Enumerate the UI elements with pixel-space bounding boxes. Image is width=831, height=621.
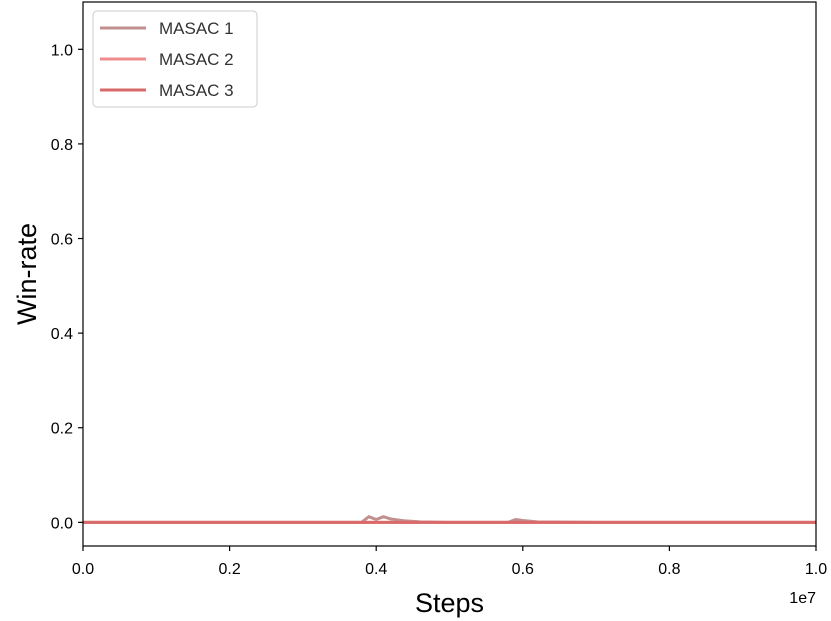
series-layer [83,515,816,524]
x-tick-label: 0.6 [512,561,534,578]
legend-box [92,10,258,108]
x-tick-label: 0.4 [365,561,387,578]
y-axis-ticks: 0.0 0.2 0.4 0.6 0.8 1.0 [51,42,83,532]
y-tick-label: 0.6 [51,232,73,249]
y-tick-label: 0.0 [51,515,73,532]
x-tick-label: 0.2 [218,561,240,578]
y-axis-label: Win-rate [12,223,42,325]
x-axis-offset-label: 1e7 [789,590,816,607]
x-tick-label: 0.8 [658,561,680,578]
legend-entry: MASAC 3 [159,81,234,100]
y-tick-label: 0.2 [51,421,73,438]
y-tick-label: 0.4 [51,326,73,343]
y-tick-label: 1.0 [51,42,73,59]
x-tick-label: 0.0 [72,561,94,578]
y-tick-label: 0.8 [51,137,73,154]
legend: MASAC 1 MASAC 2 MASAC 3 [92,10,258,108]
axes-frame [82,1,817,547]
x-tick-label: 1.0 [805,561,827,578]
x-axis-ticks: 0.0 0.2 0.4 0.6 0.8 1.0 [72,546,827,578]
legend-entry: MASAC 1 [159,19,234,38]
x-axis-label: Steps [415,588,484,618]
legend-entry: MASAC 2 [159,50,234,69]
